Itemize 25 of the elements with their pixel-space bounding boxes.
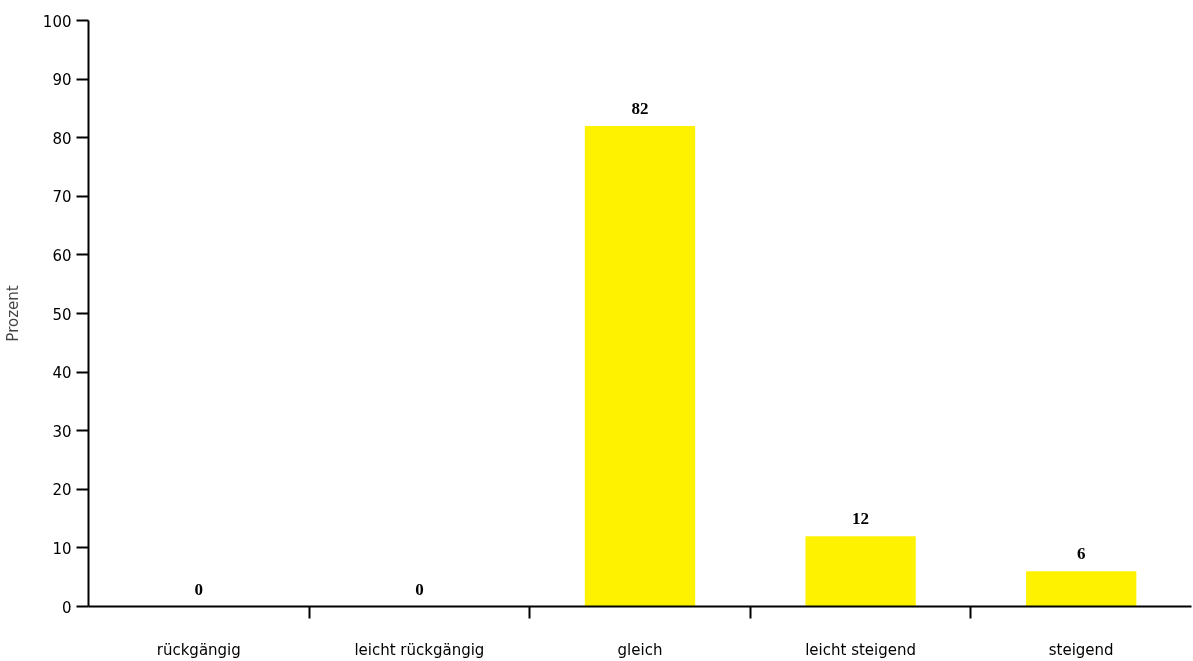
- y-tick-label: 100: [42, 12, 72, 31]
- bar: [805, 536, 916, 607]
- y-tick-label: 20: [52, 481, 72, 500]
- y-tick-label: 90: [52, 71, 72, 90]
- data-label: 82: [631, 98, 649, 118]
- y-tick-label: 40: [52, 364, 72, 383]
- y-tick-label: 80: [52, 129, 72, 148]
- y-tick-label: 70: [52, 188, 72, 207]
- x-tick-label: leicht steigend: [805, 640, 917, 659]
- y-tick-label: 60: [52, 246, 72, 265]
- y-axis-title: Prozent: [3, 285, 22, 342]
- y-tick-label: 10: [52, 539, 72, 558]
- x-tick-label: steigend: [1048, 640, 1114, 659]
- data-label: 6: [1076, 544, 1086, 564]
- data-label: 0: [194, 579, 204, 599]
- y-tick-label: 0: [61, 598, 72, 617]
- data-label: 12: [852, 509, 870, 529]
- x-tick-label: leicht rückgängig: [354, 640, 485, 659]
- x-tick-label: rückgängig: [156, 640, 241, 659]
- bar: [584, 125, 696, 607]
- data-label: 0: [415, 579, 424, 599]
- y-tick-label: 30: [52, 422, 72, 441]
- x-tick-label: gleich: [617, 640, 663, 659]
- bar: [1026, 571, 1137, 607]
- y-tick-label: 50: [52, 305, 72, 324]
